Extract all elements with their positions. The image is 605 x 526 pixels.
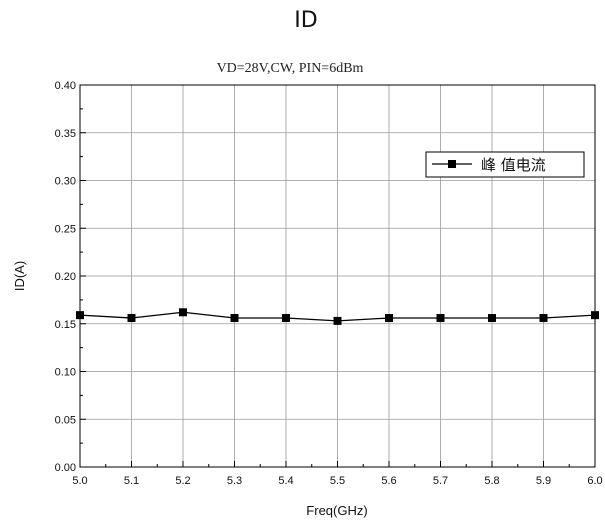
y-tick-label: 0.10 (55, 367, 76, 379)
y-tick-label: 0.20 (55, 271, 76, 283)
x-tick-label: 6.0 (587, 475, 602, 487)
x-tick-label: 5.5 (330, 475, 345, 487)
data-point (76, 311, 84, 320)
y-axis: 0.00 0.05 0.10 0.15 0.20 0.25 0.30 0.35 0.40 (55, 80, 86, 474)
x-axis: 5.0 5.1 5.2 5.3 5.4 5.5 5.6 5.7 5.8 5.9 6.0 (72, 461, 603, 487)
y-tick-label: 0.25 (55, 223, 76, 235)
x-tick-label: 5.0 (72, 475, 87, 487)
y-tick-label: 0.30 (55, 176, 76, 188)
data-point (488, 314, 496, 323)
y-tick-label: 0.35 (55, 128, 76, 140)
x-tick-label: 5.3 (227, 475, 242, 487)
grid-lines (80, 85, 595, 467)
x-tick-label: 5.2 (175, 475, 190, 487)
x-tick-label: 5.9 (536, 475, 551, 487)
y-tick-label: 0.15 (55, 319, 76, 331)
data-point (333, 316, 342, 325)
data-point (591, 311, 599, 320)
x-tick-label: 5.4 (278, 475, 293, 487)
legend-marker (448, 160, 456, 168)
data-point (436, 314, 445, 323)
x-tick-label: 5.7 (433, 475, 448, 487)
legend-label: 峰 值电流 (481, 156, 546, 174)
data-point (230, 314, 239, 323)
data-point (539, 314, 548, 323)
data-point (385, 314, 393, 323)
legend: 峰 值电流 (425, 151, 585, 178)
x-tick-label: 5.6 (381, 475, 396, 487)
x-tick-label: 5.8 (484, 475, 499, 487)
y-axis-label: ID(A) (12, 261, 27, 291)
chart-title: ID (294, 8, 317, 33)
x-axis-label: Freq(GHz) (306, 503, 367, 518)
y-tick-label: 0.05 (55, 414, 76, 426)
data-point (282, 314, 290, 323)
data-point (179, 308, 187, 317)
chart-subtitle: VD=28V,CW, PIN=6dBm (217, 61, 364, 76)
data-point (127, 314, 136, 323)
y-tick-label: 0.00 (55, 462, 76, 474)
x-tick-label: 5.1 (124, 475, 139, 487)
series-layer (76, 308, 599, 325)
y-tick-label: 0.40 (55, 80, 76, 92)
